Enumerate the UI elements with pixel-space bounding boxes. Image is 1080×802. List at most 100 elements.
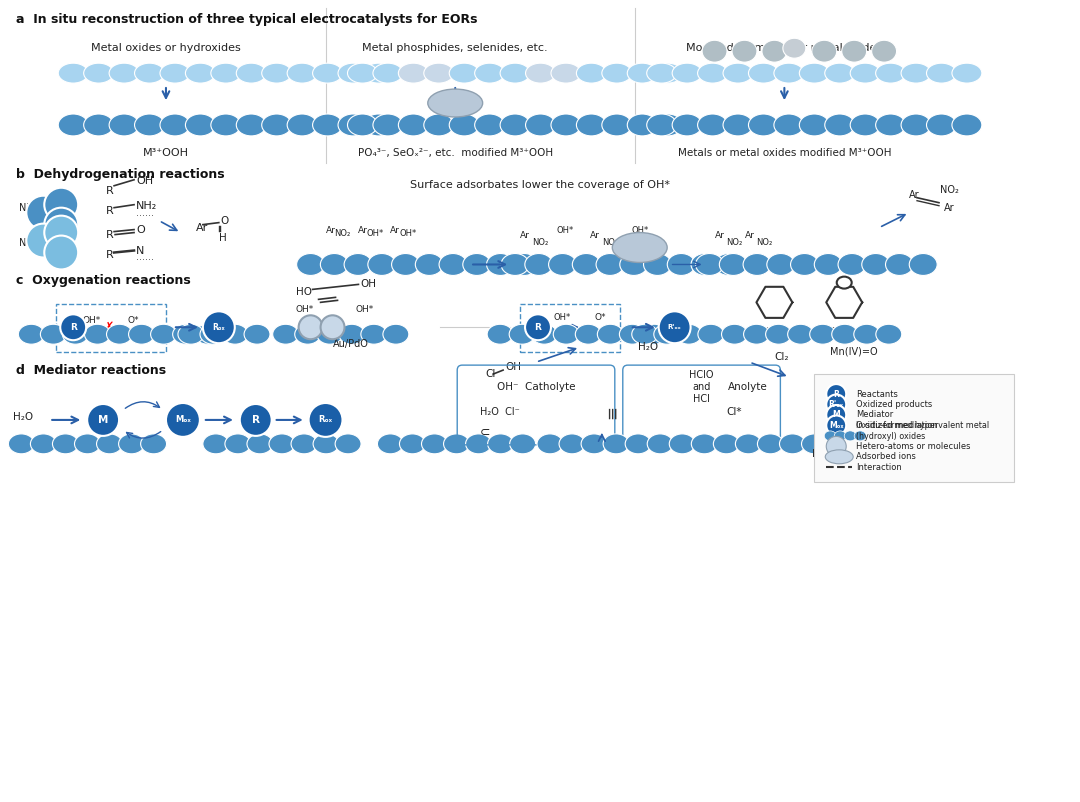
Ellipse shape [799,63,829,83]
Ellipse shape [715,253,743,275]
Text: ≡: ≡ [603,405,621,419]
Ellipse shape [160,63,190,83]
Ellipse shape [602,114,632,136]
Ellipse shape [644,253,672,275]
Circle shape [166,403,200,437]
Ellipse shape [53,434,79,454]
Text: NO₂: NO₂ [531,237,549,246]
Ellipse shape [691,253,719,275]
Ellipse shape [383,324,409,344]
Text: OH*: OH* [631,225,648,235]
Ellipse shape [312,114,342,136]
Ellipse shape [186,63,215,83]
Ellipse shape [463,253,490,275]
Ellipse shape [653,324,679,344]
Text: Ba–IrO₂: Ba–IrO₂ [812,449,850,459]
Ellipse shape [602,63,632,83]
Text: ......: ...... [136,208,154,217]
Ellipse shape [509,324,535,344]
Text: Oxidized products: Oxidized products [856,400,932,409]
Ellipse shape [200,324,226,344]
Ellipse shape [825,114,854,136]
Ellipse shape [714,434,740,454]
Ellipse shape [364,63,393,83]
Ellipse shape [854,324,880,344]
Text: Ar: Ar [195,223,208,233]
Circle shape [826,395,847,415]
Ellipse shape [345,253,372,275]
Ellipse shape [421,434,447,454]
Ellipse shape [576,324,602,344]
Ellipse shape [261,63,292,83]
Ellipse shape [581,434,607,454]
Text: Ar: Ar [357,225,367,234]
Ellipse shape [211,114,241,136]
Text: R: R [535,322,541,332]
Text: O*: O* [758,327,770,336]
Ellipse shape [632,324,658,344]
Ellipse shape [377,434,403,454]
Ellipse shape [237,63,266,83]
Ellipse shape [364,114,393,136]
Ellipse shape [832,324,858,344]
Ellipse shape [399,63,429,83]
Ellipse shape [647,63,677,83]
Ellipse shape [799,114,829,136]
Ellipse shape [551,63,581,83]
Ellipse shape [348,63,377,83]
Circle shape [299,315,323,339]
Ellipse shape [841,40,866,63]
Ellipse shape [416,253,443,275]
Ellipse shape [838,253,866,275]
Text: H₂O  Cl⁻: H₂O Cl⁻ [481,407,519,417]
Ellipse shape [63,324,89,344]
Text: Ni²⁺O: Ni²⁺O [19,237,46,248]
Text: Ar: Ar [325,225,336,234]
Ellipse shape [642,324,667,344]
Text: R'ₒₓ: R'ₒₓ [828,400,843,409]
Ellipse shape [927,63,957,83]
Text: Adsorbed ions: Adsorbed ions [856,452,916,461]
Ellipse shape [525,253,553,275]
Ellipse shape [825,450,853,464]
Circle shape [826,436,847,456]
Ellipse shape [766,324,792,344]
Text: Surface adsorbates lower the coverage of OH*: Surface adsorbates lower the coverage of… [410,180,670,190]
Ellipse shape [487,324,513,344]
Text: Metals or metal oxides modified M³⁺OOH: Metals or metal oxides modified M³⁺OOH [677,148,891,158]
Text: NO₂: NO₂ [335,229,351,237]
Text: HClO
and
HCl: HClO and HCl [689,371,714,403]
Ellipse shape [160,114,190,136]
Ellipse shape [475,63,504,83]
Ellipse shape [75,434,100,454]
Ellipse shape [676,324,702,344]
Ellipse shape [222,324,248,344]
Ellipse shape [291,434,316,454]
Ellipse shape [173,324,199,344]
Ellipse shape [423,114,454,136]
Text: H₂O: H₂O [637,342,658,352]
Text: R: R [106,205,113,216]
Text: Ni³⁺OOH: Ni³⁺OOH [19,203,62,213]
Ellipse shape [96,434,122,454]
Text: Modified by metals or metal oxides: Modified by metals or metal oxides [686,43,882,53]
Ellipse shape [951,63,982,83]
Ellipse shape [845,431,856,441]
Ellipse shape [783,38,806,59]
Text: NO₂: NO₂ [940,184,958,195]
Text: OH*: OH* [556,225,573,235]
Text: OH: OH [505,363,521,372]
Ellipse shape [269,434,295,454]
Text: O: O [136,225,145,235]
Ellipse shape [553,324,579,344]
Ellipse shape [876,324,902,344]
Text: Interaction: Interaction [856,463,902,472]
Ellipse shape [373,63,403,83]
Ellipse shape [698,114,728,136]
Ellipse shape [743,253,771,275]
Text: d  Mediator reactions: d Mediator reactions [16,364,166,377]
Ellipse shape [850,114,880,136]
Ellipse shape [335,434,361,454]
Ellipse shape [757,434,783,454]
Ellipse shape [719,253,747,275]
